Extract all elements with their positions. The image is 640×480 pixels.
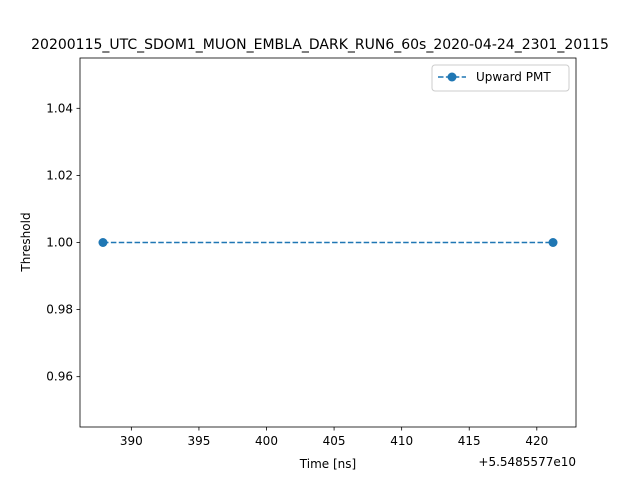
plot-frame — [79, 57, 577, 428]
series-layer — [98, 238, 558, 247]
y-tick-label: 1.02 — [46, 168, 73, 182]
y-tick-label: 1.00 — [46, 236, 73, 250]
y-tick-label: 0.96 — [46, 370, 73, 384]
x-tick-label: 390 — [120, 434, 143, 448]
x-axis-ticks: 390 395 400 405 410 415 420 — [120, 427, 548, 448]
y-tick-label: 0.98 — [46, 303, 73, 317]
x-tick-label: 420 — [525, 434, 548, 448]
data-point — [98, 238, 108, 247]
data-point — [548, 238, 558, 247]
x-tick-label: 400 — [255, 434, 278, 448]
legend-box — [431, 64, 570, 92]
x-axis-offset-label: +5.5485577e10 — [478, 455, 576, 469]
x-tick-label: 415 — [458, 434, 481, 448]
legend: Upward PMT — [431, 64, 570, 92]
y-axis-ticks: 0.96 0.98 1.00 1.02 1.04 — [46, 101, 80, 384]
legend-label-upward-pmt: Upward PMT — [476, 70, 551, 84]
x-tick-label: 405 — [323, 434, 346, 448]
x-axis-label: Time [ns] — [299, 457, 356, 471]
x-tick-label: 395 — [187, 434, 210, 448]
y-tick-label: 1.04 — [46, 101, 73, 115]
y-axis-label: Threshold — [19, 212, 33, 272]
legend-marker-sample — [447, 72, 457, 82]
chart-title: 20200115_UTC_SDOM1_MUON_EMBLA_DARK_RUN6_… — [31, 37, 609, 53]
x-tick-label: 410 — [390, 434, 413, 448]
